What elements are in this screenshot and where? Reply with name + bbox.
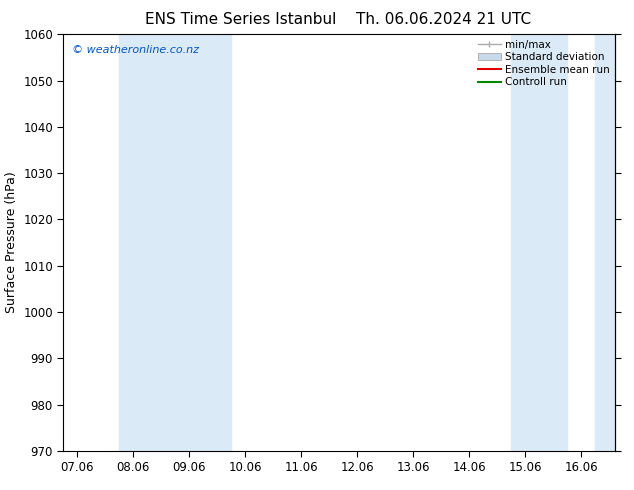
Legend: min/max, Standard deviation, Ensemble mean run, Controll run: min/max, Standard deviation, Ensemble me… [476, 37, 612, 89]
Text: ENS Time Series Istanbul: ENS Time Series Istanbul [145, 12, 337, 27]
Bar [119, 34, 231, 451]
Y-axis label: Surface Pressure (hPa): Surface Pressure (hPa) [4, 172, 18, 314]
Text: Th. 06.06.2024 21 UTC: Th. 06.06.2024 21 UTC [356, 12, 531, 27]
Text: © weatheronline.co.nz: © weatheronline.co.nz [72, 45, 198, 55]
Bar [595, 34, 615, 451]
Bar [512, 34, 567, 451]
